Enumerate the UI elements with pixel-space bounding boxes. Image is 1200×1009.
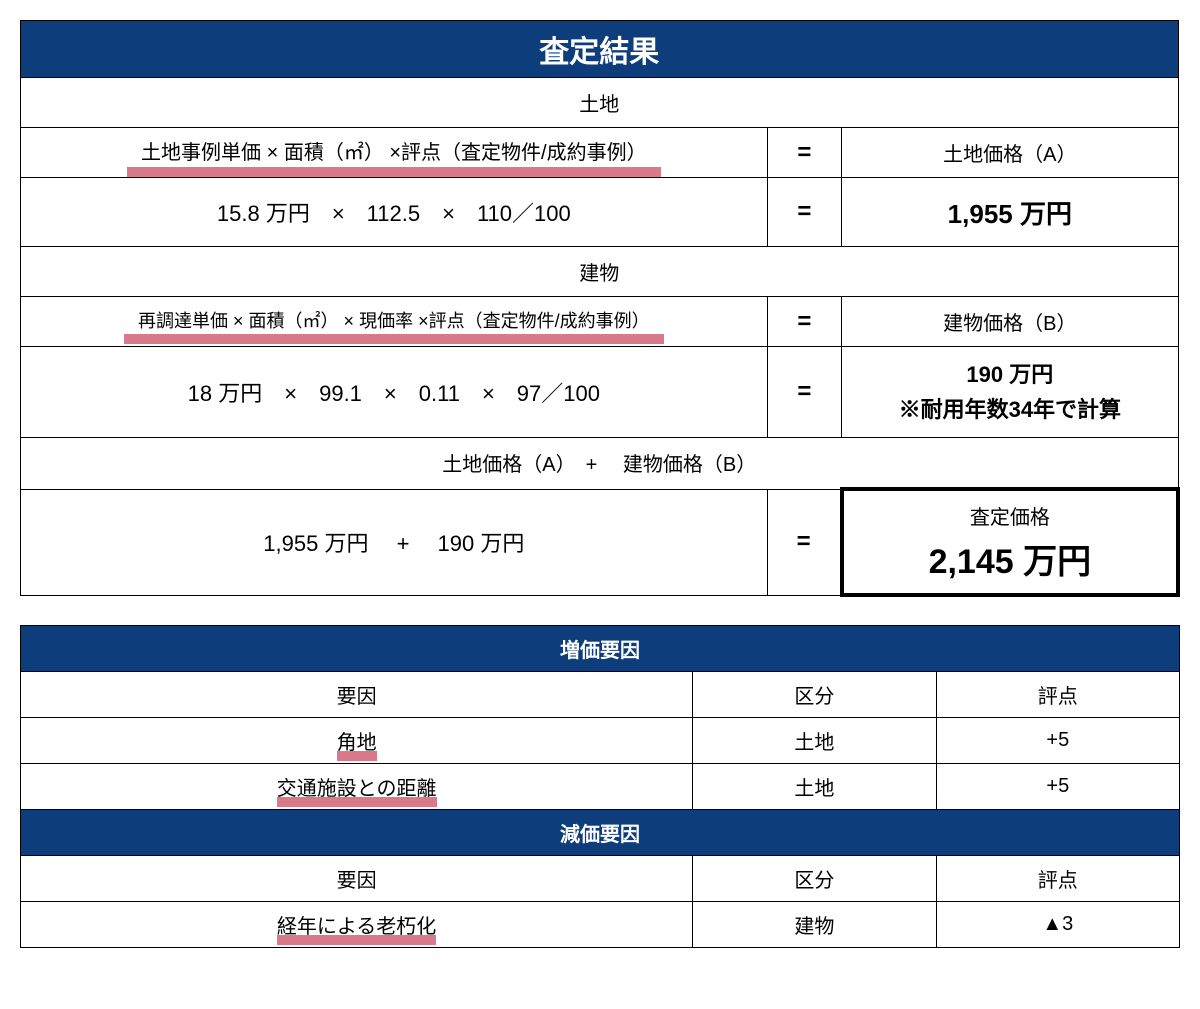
table-row: 経年による老朽化 建物 ▲3 — [21, 902, 1180, 948]
land-price-label: 土地価格（A） — [842, 128, 1178, 178]
equals-sign: = — [767, 178, 842, 247]
depreciation-col-factor: 要因 — [21, 856, 693, 902]
final-assessment-box: 査定価格 2,145 万円 — [842, 489, 1178, 595]
building-price-value: 190 万円 ※耐用年数34年で計算 — [842, 347, 1178, 438]
factor-cell: 経年による老朽化 — [277, 910, 436, 939]
category-cell: 土地 — [693, 718, 936, 764]
factors-table: 増価要因 要因 区分 評点 角地 土地 +5 交通施設との距離 土地 +5 減価… — [20, 625, 1180, 948]
land-section-label: 土地 — [21, 78, 1179, 128]
appreciation-col-score: 評点 — [936, 672, 1179, 718]
building-section-label: 建物 — [21, 247, 1179, 297]
appreciation-col-factor: 要因 — [21, 672, 693, 718]
land-formula-header: 土地事例単価 × 面積（㎡） ×評点（査定物件/成約事例） — [21, 128, 768, 178]
score-cell: ▲3 — [936, 902, 1179, 948]
depreciation-col-score: 評点 — [936, 856, 1179, 902]
depreciation-col-category: 区分 — [693, 856, 936, 902]
table-row: 交通施設との距離 土地 +5 — [21, 764, 1180, 810]
final-assessment-value: 2,145 万円 — [929, 543, 1092, 581]
building-formula-values: 18 万円 × 99.1 × 0.11 × 97／100 — [21, 347, 768, 438]
score-cell: +5 — [936, 764, 1179, 810]
depreciation-title: 減価要因 — [21, 810, 1180, 856]
appreciation-col-category: 区分 — [693, 672, 936, 718]
category-cell: 建物 — [693, 902, 936, 948]
sum-header: 土地価格（A） + 建物価格（B） — [21, 438, 1179, 490]
land-formula-values: 15.8 万円 × 112.5 × 110／100 — [21, 178, 768, 247]
category-cell: 土地 — [693, 764, 936, 810]
building-formula-header: 再調達単価 × 面積（㎡） × 現価率 ×評点（査定物件/成約事例） — [21, 297, 768, 347]
table-row: 角地 土地 +5 — [21, 718, 1180, 764]
building-price-label: 建物価格（B） — [842, 297, 1178, 347]
final-assessment-label: 査定価格 — [854, 501, 1166, 530]
equals-sign: = — [767, 297, 842, 347]
sum-formula-values: 1,955 万円 + 190 万円 — [21, 489, 768, 595]
assessment-table: 査定結果 土地 土地事例単価 × 面積（㎡） ×評点（査定物件/成約事例） = … — [20, 20, 1180, 597]
factor-cell: 角地 — [337, 726, 377, 755]
land-price-value: 1,955 万円 — [842, 178, 1178, 247]
equals-sign: = — [767, 489, 842, 595]
appreciation-title: 増価要因 — [21, 626, 1180, 672]
score-cell: +5 — [936, 718, 1179, 764]
factor-cell: 交通施設との距離 — [277, 772, 437, 801]
assessment-title: 査定結果 — [21, 21, 1179, 78]
equals-sign: = — [767, 347, 842, 438]
equals-sign: = — [767, 128, 842, 178]
